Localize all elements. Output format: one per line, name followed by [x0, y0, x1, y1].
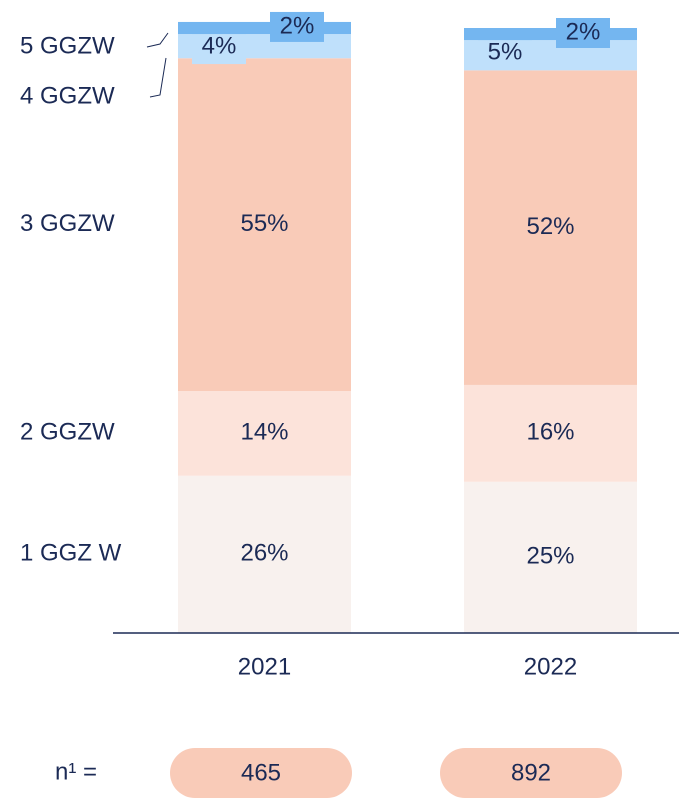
leader-line [149, 57, 167, 98]
legend-label: 4 GGZW [20, 82, 115, 109]
x-tick-label: 2021 [238, 653, 291, 680]
value-label: 14% [240, 419, 288, 446]
bar-segment [178, 21, 351, 35]
bar-segment [464, 70, 637, 385]
bar-segment [464, 481, 637, 633]
bar-segment [178, 391, 351, 476]
n-value: 892 [511, 759, 551, 786]
bar-segment [178, 475, 351, 633]
n-pill [440, 748, 622, 798]
leader-line [146, 32, 169, 48]
label-box [556, 18, 610, 48]
x-tick-label: 2022 [524, 653, 577, 680]
value-label: 5% [488, 38, 523, 65]
value-label: 2% [280, 12, 315, 39]
value-label: 4% [202, 32, 237, 59]
legend-label: 5 GGZW [20, 32, 115, 59]
value-label: 55% [240, 210, 288, 237]
bar-segment [178, 58, 351, 391]
bar-segment [464, 28, 637, 41]
legend-label: 2 GGZW [20, 419, 115, 446]
value-label: 16% [526, 419, 574, 446]
n-pill [170, 748, 352, 798]
n-label: n¹ = [55, 758, 97, 785]
label-box [270, 11, 324, 42]
value-label: 52% [526, 213, 574, 240]
legend-label: 1 GGZ W [20, 540, 122, 567]
bar-segment [464, 384, 637, 482]
value-label: 25% [526, 543, 574, 570]
legend-label: 3 GGZW [20, 210, 115, 237]
n-value: 465 [241, 759, 281, 786]
value-label: 26% [240, 540, 288, 567]
value-label: 2% [566, 18, 601, 45]
